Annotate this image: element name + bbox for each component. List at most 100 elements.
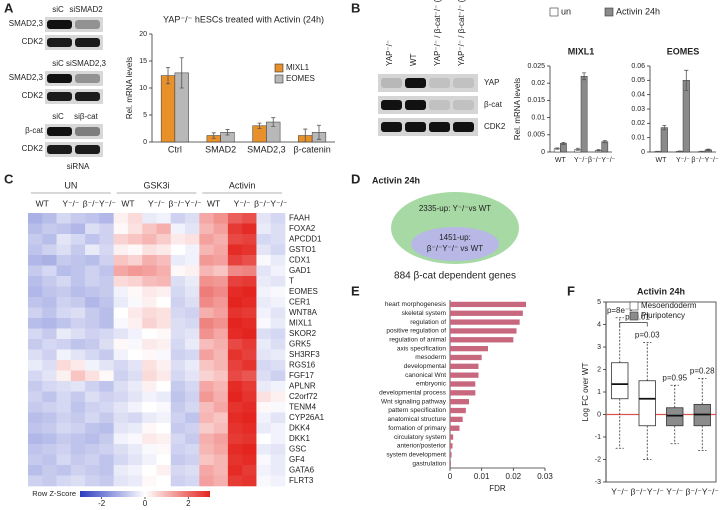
heatmap-cell (56, 213, 72, 224)
heatmap-cell (156, 339, 172, 350)
heatmap-cell (270, 433, 286, 445)
blot-band (47, 145, 72, 154)
heatmap-cell (256, 318, 272, 329)
blot-row-label: CDK2 (22, 144, 44, 153)
heatmap-cell (56, 318, 72, 329)
heatmap-cell (156, 423, 172, 434)
error-bar (596, 149, 601, 152)
heatmap-cell (99, 412, 114, 424)
blot-strip (378, 96, 478, 114)
heatmap-cell (170, 276, 186, 287)
error-bar (684, 69, 689, 91)
heatmap-cell (85, 297, 100, 308)
panel-label: C (4, 171, 14, 186)
heatmap-cell (127, 244, 143, 256)
panel-label: D (351, 171, 360, 186)
y-tick-label: 0.01 (631, 135, 645, 142)
heatmap-cell (170, 297, 186, 308)
heatmap-cell (70, 297, 86, 308)
y-tick-label: 2 (597, 366, 601, 373)
error-bar (677, 150, 682, 152)
heatmap-cell (142, 475, 157, 487)
heatmap-cell (227, 276, 243, 287)
heatmap-cell (127, 381, 143, 392)
heatmap-cell (56, 423, 72, 434)
heatmap-cell (270, 360, 286, 371)
heatmap-cell (28, 318, 43, 329)
heatmap-cell (85, 234, 100, 245)
row-label: WNT8A (289, 308, 318, 317)
heatmap-cell (142, 234, 157, 245)
heatmap-cell (70, 328, 86, 340)
error-bar (655, 150, 660, 153)
heatmap-cell (70, 360, 86, 371)
y-tick-label: 0.04 (631, 92, 645, 99)
heatmap-cell (85, 370, 100, 382)
row-label: TENM4 (289, 402, 317, 411)
heatmap-cell (256, 286, 272, 298)
heatmap-cell (142, 297, 157, 308)
heatmap-cell (256, 339, 272, 350)
heatmap-cell (127, 255, 143, 266)
heatmap-cell (199, 360, 214, 371)
legend-label: MIXL1 (286, 63, 310, 72)
heatmap-cell (113, 213, 129, 224)
heatmap-cell (142, 402, 157, 413)
heatmap-cell (28, 255, 43, 266)
category-label: circulatory system (394, 434, 446, 441)
heatmap-cell (242, 412, 257, 424)
heatmap-cell (127, 234, 143, 245)
heatmap-cell (28, 402, 43, 413)
heatmap-cell (142, 412, 157, 424)
row-label: FGF17 (289, 371, 314, 380)
heatmap-cell (156, 318, 172, 329)
heatmap-cell (56, 412, 72, 424)
heatmap-cell (185, 255, 200, 266)
heatmap-cell (99, 444, 114, 455)
heatmap-cell (242, 444, 257, 455)
x-tick-label: SMAD2,3 (247, 144, 286, 154)
heatmap-cell (199, 412, 214, 424)
heatmap-cell (42, 433, 57, 445)
row-label: SH3RF3 (289, 350, 320, 359)
panel-label: E (351, 283, 360, 298)
heatmap-cell (85, 244, 100, 256)
heatmap-cell (42, 244, 57, 256)
box-whisker (698, 425, 707, 451)
heatmap-cell (127, 223, 143, 235)
blot-row-label: CDK2 (22, 91, 44, 100)
heatmap-cell (170, 255, 186, 266)
heatmap-cell (156, 286, 172, 298)
legend-swatch (274, 74, 284, 84)
error-bar (575, 147, 580, 151)
error-bar (211, 132, 216, 139)
blot-band (429, 78, 450, 88)
heatmap-cell (213, 307, 229, 319)
blot-row-label: β-cat (484, 100, 503, 109)
bar (450, 399, 469, 405)
heatmap-cell (142, 328, 157, 340)
heatmap-cell (127, 297, 143, 308)
heatmap-cell (56, 339, 72, 350)
heatmap-cell (28, 244, 43, 256)
heatmap-cell (242, 255, 257, 266)
heatmap-cell (113, 255, 129, 266)
bar (450, 345, 488, 352)
heatmap-cell (199, 328, 214, 340)
row-label: EOMES (289, 287, 318, 296)
heatmap-cell (270, 255, 286, 266)
heatmap-cell (56, 349, 72, 361)
heatmap-cell (170, 349, 186, 361)
category-label: skeletal system (402, 310, 446, 317)
heatmap-cell (42, 370, 57, 382)
heatmap-cell (142, 391, 157, 403)
legend-swatch (604, 7, 614, 17)
row-label: APLNR (289, 381, 316, 390)
heatmap-cell (99, 339, 114, 350)
heatmap-cell (256, 475, 272, 487)
heatmap-cell (56, 454, 72, 466)
heatmap-cell (185, 465, 200, 476)
heatmap-cell (185, 307, 200, 319)
heatmap-cell (156, 391, 172, 403)
heatmap-cell (213, 381, 229, 392)
